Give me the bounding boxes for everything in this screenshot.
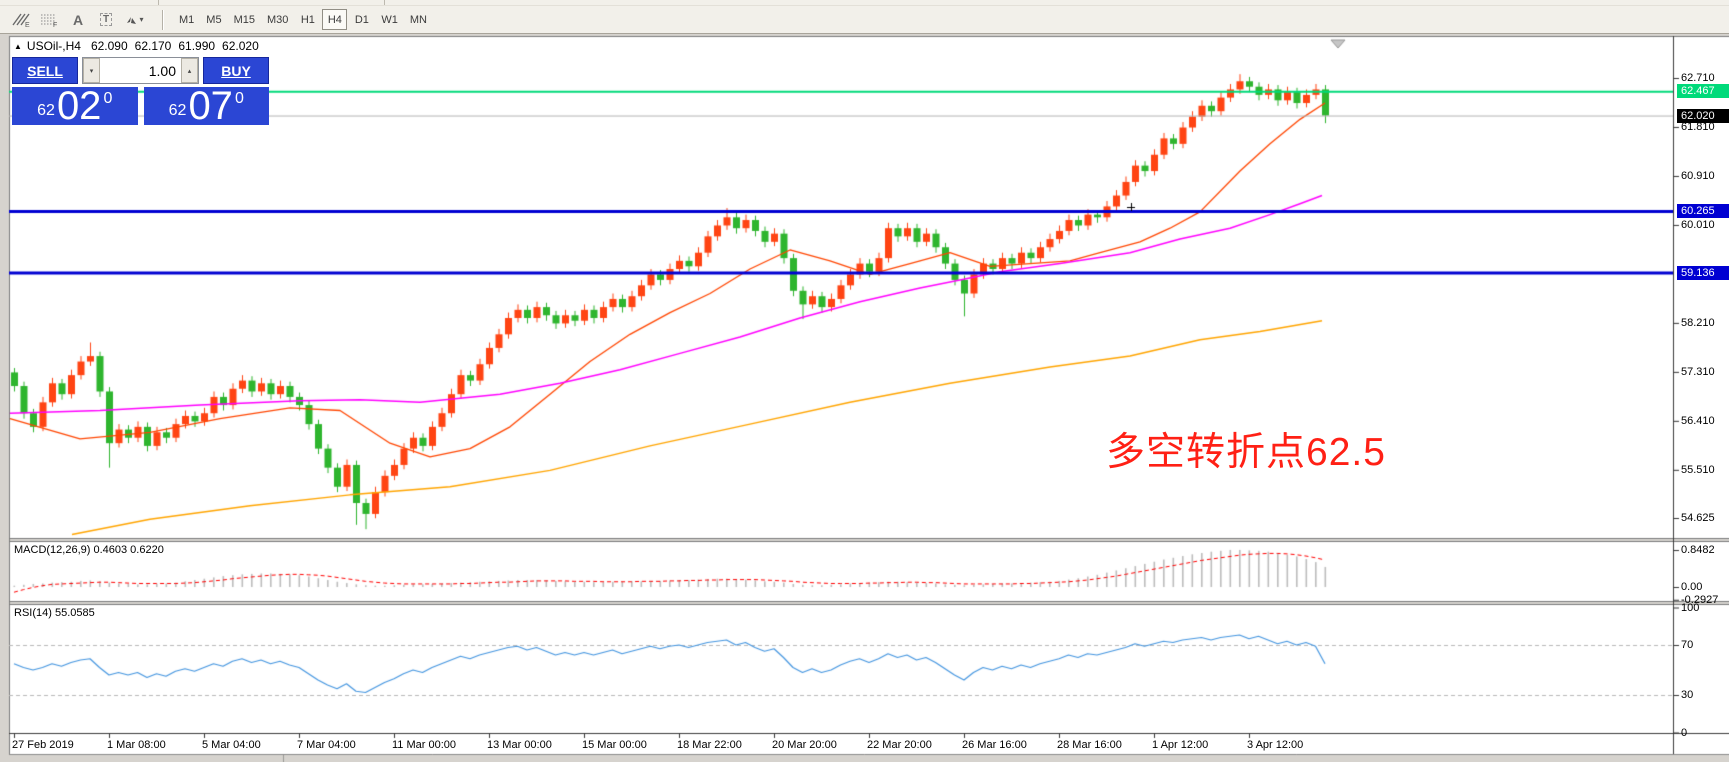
timeframe-m5[interactable]: M5 bbox=[201, 9, 226, 30]
volume-stepper: ▾ ▴ bbox=[82, 57, 199, 84]
text-label-icon[interactable]: A bbox=[64, 8, 92, 32]
buy-price-big: 07 bbox=[188, 84, 233, 128]
chart-annotation-text: 多空转折点62.5 bbox=[1106, 431, 1386, 474]
volume-input[interactable] bbox=[100, 58, 181, 83]
symbol-label: USOil-,H4 bbox=[26, 39, 81, 53]
buy-button[interactable]: BUY bbox=[203, 57, 269, 84]
timeframe-m1[interactable]: M1 bbox=[174, 9, 199, 30]
chart-header: ▲ USOil-,H4 62.090 62.170 61.990 62.020 bbox=[14, 39, 266, 53]
fibonacci-icon[interactable]: F bbox=[36, 8, 64, 32]
timeframe-m30[interactable]: M30 bbox=[262, 9, 293, 30]
timeframe-d1[interactable]: D1 bbox=[349, 9, 374, 30]
buy-price-tile[interactable]: 62 07 0 bbox=[143, 84, 269, 128]
sell-price-sup: 0 bbox=[103, 90, 113, 107]
volume-decrease-button[interactable]: ▾ bbox=[83, 58, 100, 83]
sell-price-tile[interactable]: 62 02 0 bbox=[12, 84, 138, 128]
dropdown-caret-icon: ▾ bbox=[139, 15, 144, 24]
sell-price-prefix: 62 bbox=[37, 102, 55, 119]
svg-text:F: F bbox=[53, 22, 57, 28]
sell-price-big: 02 bbox=[56, 84, 102, 128]
timeframe-w1[interactable]: W1 bbox=[376, 9, 403, 30]
sell-button[interactable]: SELL bbox=[12, 57, 78, 84]
equidistant-channel-icon[interactable]: E bbox=[8, 8, 36, 32]
ohlc-close: 62.020 bbox=[222, 39, 259, 53]
buy-price-sup: 0 bbox=[234, 90, 244, 107]
timeframe-h4[interactable]: H4 bbox=[322, 9, 348, 30]
text-label-glyph: A bbox=[72, 11, 84, 28]
ohlc-high: 62.170 bbox=[134, 39, 172, 53]
toolbar: E F A T ▾ M1 M5 M15 M30 H1 H4 D1 W1 MN bbox=[0, 0, 1729, 34]
timeframe-mn[interactable]: MN bbox=[405, 9, 432, 30]
timeframe-m15[interactable]: M15 bbox=[229, 9, 260, 30]
text-box-icon[interactable]: T bbox=[92, 8, 120, 32]
svg-text:E: E bbox=[25, 22, 30, 28]
collapse-arrow-icon[interactable]: ▲ bbox=[14, 41, 22, 51]
toolbar-grip bbox=[0, 0, 1729, 6]
rsi-label: RSI(14) 55.0585 bbox=[14, 607, 95, 619]
macd-label: MACD(12,26,9) 0.4603 0.6220 bbox=[14, 544, 164, 556]
arrow-objects-icon[interactable]: ▾ bbox=[120, 8, 148, 32]
text-box-glyph: T bbox=[99, 13, 113, 26]
toolbar-separator bbox=[162, 9, 164, 30]
buy-price-prefix: 62 bbox=[168, 102, 187, 119]
ohlc-open: 62.090 bbox=[90, 39, 128, 53]
ohlc-low: 61.990 bbox=[178, 39, 216, 53]
volume-increase-button[interactable]: ▴ bbox=[181, 58, 198, 83]
timeframe-h1[interactable]: H1 bbox=[295, 9, 320, 30]
